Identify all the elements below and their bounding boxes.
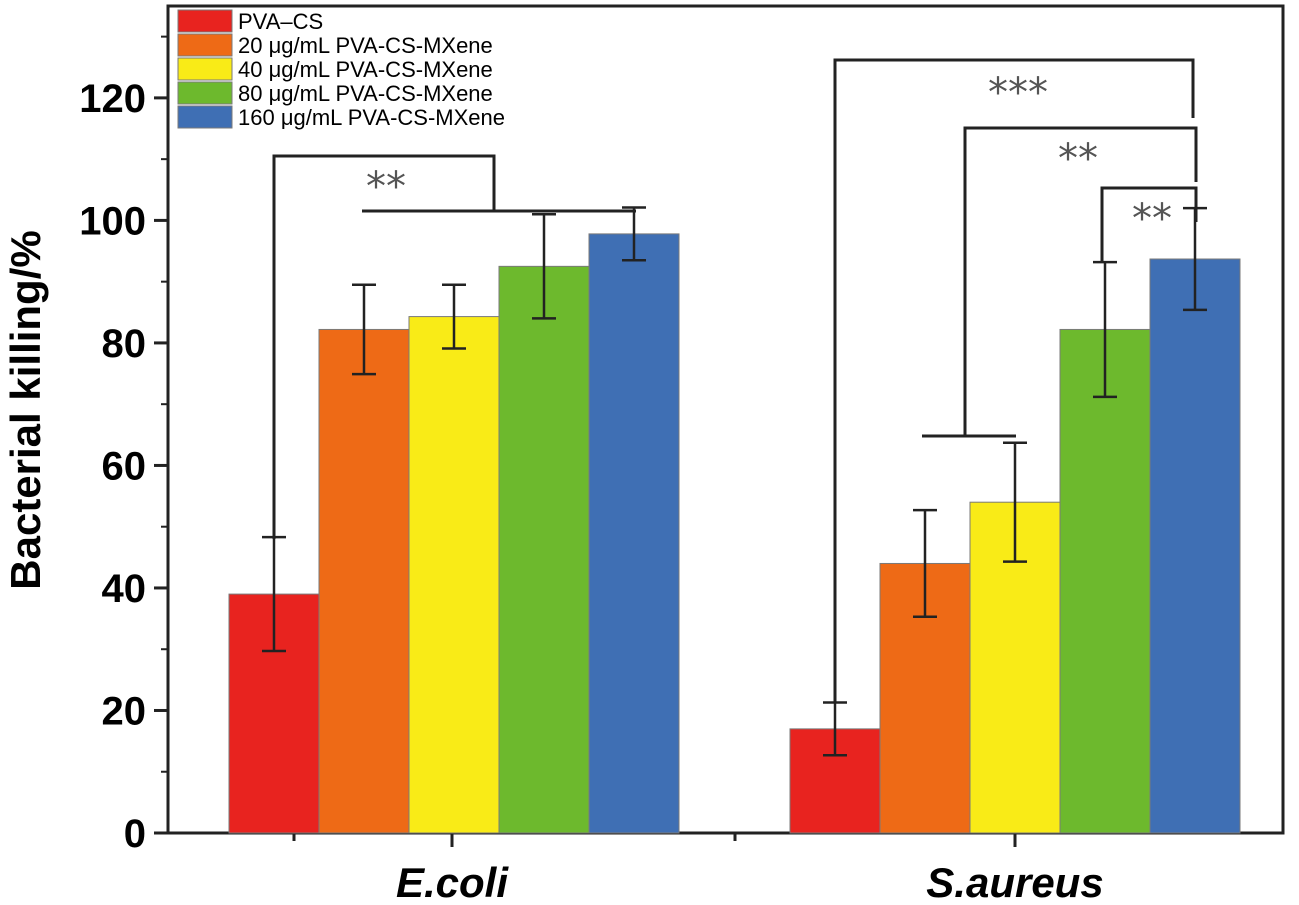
legend-swatch: [177, 33, 233, 57]
bar: [588, 233, 680, 834]
bar: [318, 328, 410, 834]
bars: [228, 233, 1241, 834]
bar: [408, 316, 500, 834]
legend-swatch: [177, 105, 233, 129]
bracket-ecoli: [272, 154, 496, 539]
y-tick-label: 40: [102, 567, 147, 611]
legend-label: 160 μg/mL PVA-CS-MXene: [238, 105, 505, 130]
bracket-saureus-mid: [963, 126, 1198, 436]
sig-label-ecoli: **: [366, 164, 406, 210]
sig-label-saureus-inner: **: [1132, 196, 1172, 242]
legend-label: 20 μg/mL PVA-CS-MXene: [238, 33, 493, 58]
y-tick-label: 80: [102, 322, 147, 366]
legend-label: PVA–CS: [238, 9, 323, 34]
y-tick-label: 0: [124, 812, 146, 856]
y-tick-label: 120: [79, 77, 146, 121]
x-category-label: S.aureus: [926, 859, 1103, 905]
error-bars: [262, 206, 1207, 757]
sig-label-saureus-mid: **: [1058, 136, 1098, 182]
y-axis: 0 20 40 60 80 100 120: [79, 35, 168, 856]
plot-frame: [166, 4, 1285, 835]
sig-label-saureus-outer: ***: [988, 70, 1048, 116]
bar: [1059, 328, 1151, 834]
legend-swatch: [177, 57, 233, 81]
x-axis: E.coli S.aureus: [292, 833, 1104, 905]
legend-label: 80 μg/mL PVA-CS-MXene: [238, 81, 493, 106]
bracket-saureus-outer: [833, 58, 1195, 703]
y-tick-label: 20: [102, 689, 147, 733]
legend-label: 40 μg/mL PVA-CS-MXene: [238, 57, 493, 82]
bracket-saureus-inner: [1100, 186, 1198, 263]
bar: [1149, 258, 1241, 834]
plot-border: [166, 4, 1285, 835]
legend-swatch: [177, 9, 233, 33]
y-tick-label: 100: [79, 199, 146, 243]
bar: [498, 265, 590, 834]
significance-brackets: *********: [272, 58, 1198, 703]
legend-swatch: [177, 81, 233, 105]
x-category-label: E.coli: [396, 859, 509, 905]
y-tick-label: 60: [102, 444, 147, 488]
y-axis-label: Bacterial killing/%: [2, 230, 49, 589]
